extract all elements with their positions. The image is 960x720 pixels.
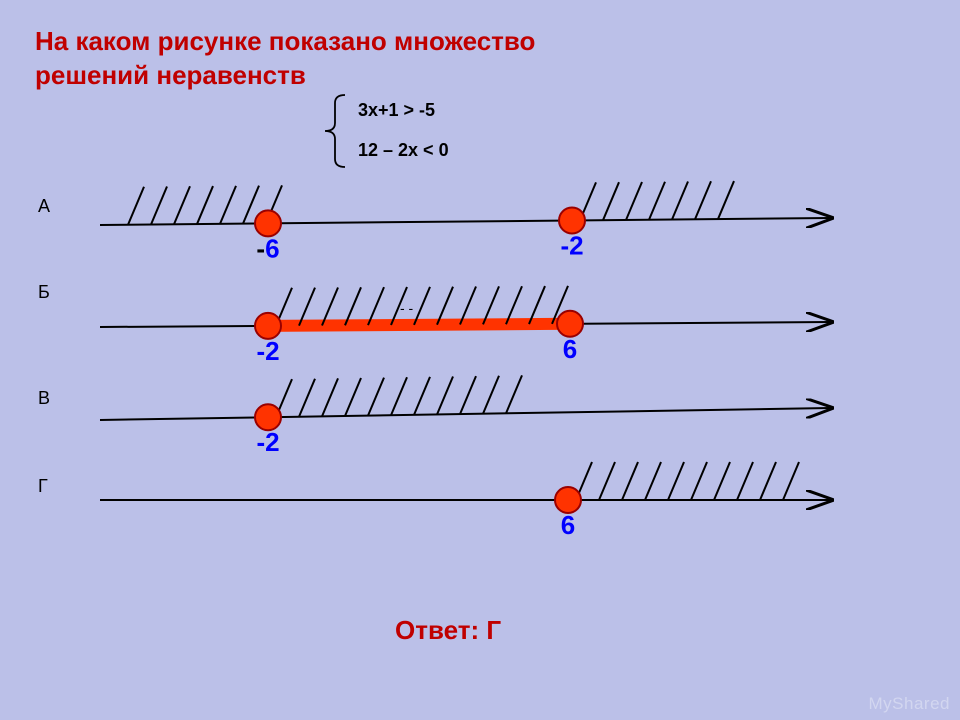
answer-prefix: Ответ: [395, 615, 486, 645]
inequality-2: 12 – 2x < 0 [358, 140, 449, 161]
question-title: На каком рисунке показано множество реше… [35, 25, 535, 93]
hatch-line [737, 462, 753, 500]
mid-text: - - [400, 300, 414, 316]
system-brace [325, 95, 345, 167]
option-label: Г [38, 476, 48, 496]
hatch-line [174, 186, 190, 224]
hatch-line [197, 186, 213, 224]
tick-label: -2 [256, 336, 279, 366]
hatch-line [672, 182, 688, 220]
hatch-line [622, 462, 638, 500]
tick-label: -2 [560, 230, 583, 260]
hatch-line [645, 462, 661, 500]
hatch-line [649, 182, 665, 220]
hatch-line [128, 187, 144, 225]
number-line-axis [100, 408, 830, 420]
hatch-line [483, 376, 499, 414]
hatch-line [460, 376, 476, 414]
hatch-line [151, 187, 167, 225]
tick-label: -2 [256, 427, 279, 457]
diagram-svg: А Б В Г -6 -2 - - -2 6 -2 6 [0, 0, 960, 720]
interval-segment [268, 324, 570, 326]
option-label: А [38, 196, 50, 216]
tick-label: -6 [256, 233, 279, 263]
title-line2: решений неравенств [35, 59, 535, 93]
hatch-line [345, 378, 361, 416]
hatch-line [626, 182, 642, 220]
number-line-axis [100, 218, 830, 225]
option-label: Б [38, 282, 50, 302]
hatch-line [691, 462, 707, 500]
hatch-line [391, 377, 407, 415]
hatch-line [220, 186, 236, 224]
watermark: MyShared [869, 694, 950, 714]
inequality-1: 3x+1 > -5 [358, 100, 435, 121]
hatch-line [718, 181, 734, 219]
answer-value: Г [486, 615, 501, 645]
title-line1: На каком рисунке показано множество [35, 25, 535, 59]
hatch-line [603, 182, 619, 220]
hatch-line [714, 462, 730, 500]
tick-label: 6 [563, 334, 577, 364]
hatch-line [368, 378, 384, 416]
hatch-line [437, 376, 453, 414]
hatch-line [599, 462, 615, 500]
slide-root: А Б В Г -6 -2 - - -2 6 -2 6 На каком рисунке показ… [0, 0, 960, 720]
tick-label: 6 [561, 510, 575, 540]
hatch-line [506, 375, 522, 413]
hatch-line [322, 378, 338, 416]
option-label: В [38, 388, 50, 408]
hatch-line [695, 181, 711, 219]
hatch-line [783, 462, 799, 500]
hatch-line [668, 462, 684, 500]
answer-line: Ответ: Г [395, 615, 501, 646]
hatch-line [760, 462, 776, 500]
hatch-line [299, 379, 315, 417]
hatch-line [414, 377, 430, 415]
